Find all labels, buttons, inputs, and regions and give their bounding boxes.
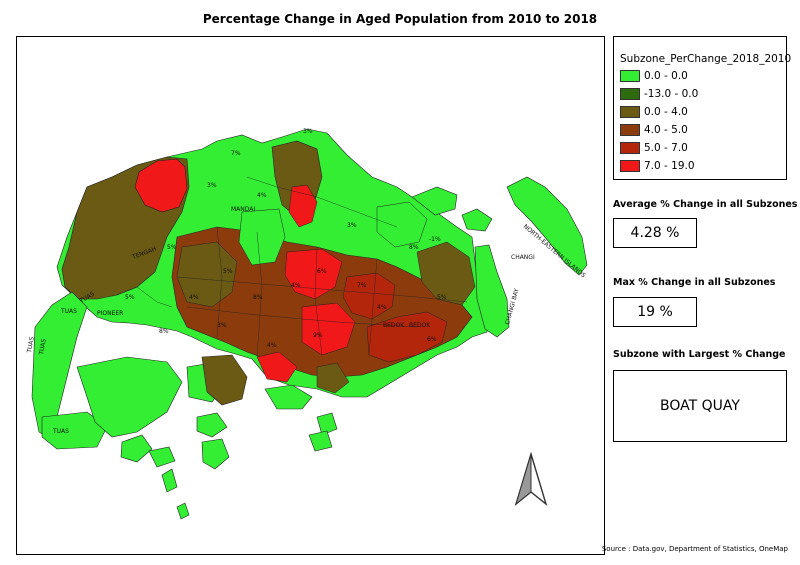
pct-label: 6%: [317, 268, 327, 275]
pct-label: 4%: [257, 192, 267, 199]
south-olive: [316, 362, 350, 394]
legend-swatch: [620, 106, 640, 118]
legend-label: 0.0 - 4.0: [644, 106, 688, 118]
map-label-changi: CHANGI: [511, 254, 535, 261]
pct-label: 7%: [357, 282, 367, 289]
island-sw-2: [120, 434, 153, 463]
north-arrow-icon: [514, 452, 548, 506]
pct-label: 4%: [189, 294, 199, 301]
map-label-tuas: TUAS: [52, 428, 69, 435]
sentosa: [264, 384, 313, 410]
island-s-2: [196, 412, 228, 438]
pct-label: 3%: [217, 322, 227, 329]
central-red-1: [284, 248, 343, 300]
largest-change-value: BOAT QUAY: [613, 370, 787, 442]
legend-swatch: [620, 70, 640, 82]
map-frame[interactable]: TUAS TUAS TUAS TUAS TUAS PIONEER TENGAH …: [16, 36, 605, 555]
pct-label: 9%: [313, 332, 323, 339]
legend-label: 0.0 - 0.0: [644, 70, 688, 82]
map-label-pioneer: PIONEER: [97, 310, 123, 317]
legend-swatch: [620, 160, 640, 172]
pct-label: 6%: [427, 336, 437, 343]
legend-item: 5.0 - 7.0: [620, 141, 688, 155]
pct-label: 5%: [223, 268, 233, 275]
average-change-value: 4.28 %: [613, 218, 697, 248]
legend-label: 5.0 - 7.0: [644, 142, 688, 154]
north-eastern-islands: [506, 176, 588, 276]
legend-item: 0.0 - 4.0: [620, 105, 688, 119]
legend-item: 7.0 - 19.0: [620, 159, 695, 173]
max-change-label: Max % Change in all Subzones: [613, 277, 776, 288]
tuas-west: [31, 291, 88, 438]
legend-swatch: [620, 88, 640, 100]
pct-label: -1%: [429, 236, 441, 243]
legend-label: -13.0 - 0.0: [644, 88, 699, 100]
map-label-bedok: BEDOK: [383, 322, 405, 329]
island-s-4: [201, 438, 230, 470]
pct-label: 4%: [267, 342, 277, 349]
legend-item: -13.0 - 0.0: [620, 87, 698, 101]
map-label-bedok: BEDOK: [409, 322, 431, 329]
legend-swatch: [620, 124, 640, 136]
legend-label: 7.0 - 19.0: [644, 160, 695, 172]
source-note: Source : Data.gov, Department of Statist…: [601, 545, 788, 553]
map-label-tuas: TUAS: [60, 308, 77, 315]
island-s-6: [308, 430, 333, 452]
pct-label: 8%: [409, 244, 419, 251]
east-green: [376, 201, 428, 248]
subzone-boundaries: [116, 176, 468, 358]
legend-item: 4.0 - 5.0: [620, 123, 688, 137]
largest-change-label: Subzone with Largest % Change: [613, 349, 786, 360]
changi-peninsula: [474, 244, 510, 338]
legend-box: Subzone_PerChange_2018_2010 0.0 - 0.0 -1…: [613, 36, 791, 180]
pct-label: 3%: [303, 128, 313, 135]
pct-label: 7%: [231, 150, 241, 157]
singapore-map: TUAS TUAS TUAS TUAS TUAS PIONEER TENGAH …: [26, 128, 588, 520]
south-red: [256, 351, 298, 383]
island-small-ne: [411, 186, 458, 216]
map-label-tuas: TUAS: [26, 336, 36, 354]
island-s-3: [148, 446, 176, 468]
average-change-label: Average % Change in all Subzones: [613, 199, 798, 210]
nw-patch: [134, 158, 188, 213]
legend-swatch: [620, 142, 640, 154]
central-red-2: [342, 272, 396, 320]
legend-title: Subzone_PerChange_2018_2010: [620, 53, 792, 65]
east-red: [366, 311, 448, 363]
east-olive: [416, 241, 476, 306]
north-red: [288, 184, 318, 228]
jurong-island: [76, 356, 183, 438]
pct-label: 5%: [437, 294, 447, 301]
pct-label: 5%: [125, 294, 135, 301]
central-red-3: [301, 302, 356, 356]
pct-label: 3%: [207, 182, 217, 189]
island-s-1: [316, 412, 338, 436]
tuas-south: [41, 411, 108, 450]
map-title: Percentage Change in Aged Population fro…: [202, 12, 598, 26]
island-small-ne-2: [461, 208, 493, 232]
central-green: [238, 208, 286, 266]
port-olive: [201, 354, 248, 406]
pct-label: 5%: [167, 244, 177, 251]
island-s-5: [161, 468, 178, 493]
pct-label: 8%: [253, 294, 263, 301]
pct-label: 4%: [291, 282, 301, 289]
central-olive: [176, 241, 238, 308]
pct-label: 4%: [377, 304, 387, 311]
pct-label: 3%: [347, 222, 357, 229]
pct-label: 8%: [159, 328, 169, 335]
legend-item: 0.0 - 0.0: [620, 69, 688, 83]
map-label-tuas: TUAS: [38, 338, 48, 356]
legend-label: 4.0 - 5.0: [644, 124, 688, 136]
max-change-value: 19 %: [613, 297, 697, 327]
island-s-7: [176, 502, 190, 520]
map-label-mandai: MANDAI: [231, 206, 255, 213]
